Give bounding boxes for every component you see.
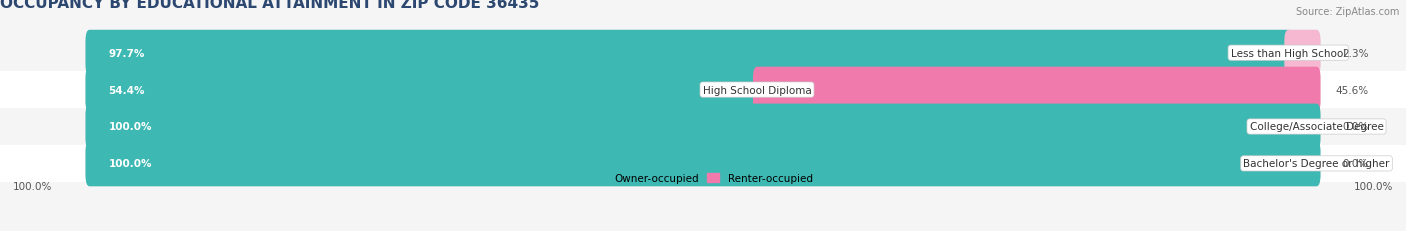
FancyBboxPatch shape	[0, 109, 1406, 145]
Legend: Owner-occupied, Renter-occupied: Owner-occupied, Renter-occupied	[589, 169, 817, 188]
FancyBboxPatch shape	[754, 67, 1320, 113]
Text: College/Associate Degree: College/Associate Degree	[1250, 122, 1384, 132]
FancyBboxPatch shape	[86, 31, 1292, 76]
Text: OCCUPANCY BY EDUCATIONAL ATTAINMENT IN ZIP CODE 36435: OCCUPANCY BY EDUCATIONAL ATTAINMENT IN Z…	[0, 0, 540, 11]
Text: 0.0%: 0.0%	[1343, 159, 1368, 169]
FancyBboxPatch shape	[86, 31, 1320, 76]
Text: 54.4%: 54.4%	[108, 85, 145, 95]
FancyBboxPatch shape	[0, 35, 1406, 72]
FancyBboxPatch shape	[86, 67, 761, 113]
Text: High School Diploma: High School Diploma	[703, 85, 811, 95]
Text: 100.0%: 100.0%	[1354, 182, 1393, 191]
Text: 97.7%: 97.7%	[108, 49, 145, 58]
Text: 45.6%: 45.6%	[1336, 85, 1369, 95]
Text: Bachelor's Degree or higher: Bachelor's Degree or higher	[1243, 159, 1389, 169]
FancyBboxPatch shape	[86, 104, 1320, 150]
FancyBboxPatch shape	[86, 141, 1320, 186]
Text: Less than High School: Less than High School	[1230, 49, 1346, 58]
FancyBboxPatch shape	[0, 72, 1406, 109]
FancyBboxPatch shape	[86, 67, 1320, 113]
Text: 0.0%: 0.0%	[1343, 122, 1368, 132]
Text: 2.3%: 2.3%	[1343, 49, 1368, 58]
FancyBboxPatch shape	[0, 145, 1406, 182]
FancyBboxPatch shape	[1284, 31, 1320, 76]
Text: 100.0%: 100.0%	[108, 122, 152, 132]
Text: 100.0%: 100.0%	[108, 159, 152, 169]
FancyBboxPatch shape	[86, 141, 1320, 186]
FancyBboxPatch shape	[86, 104, 1320, 150]
Text: Source: ZipAtlas.com: Source: ZipAtlas.com	[1295, 7, 1399, 17]
Text: 100.0%: 100.0%	[13, 182, 52, 191]
